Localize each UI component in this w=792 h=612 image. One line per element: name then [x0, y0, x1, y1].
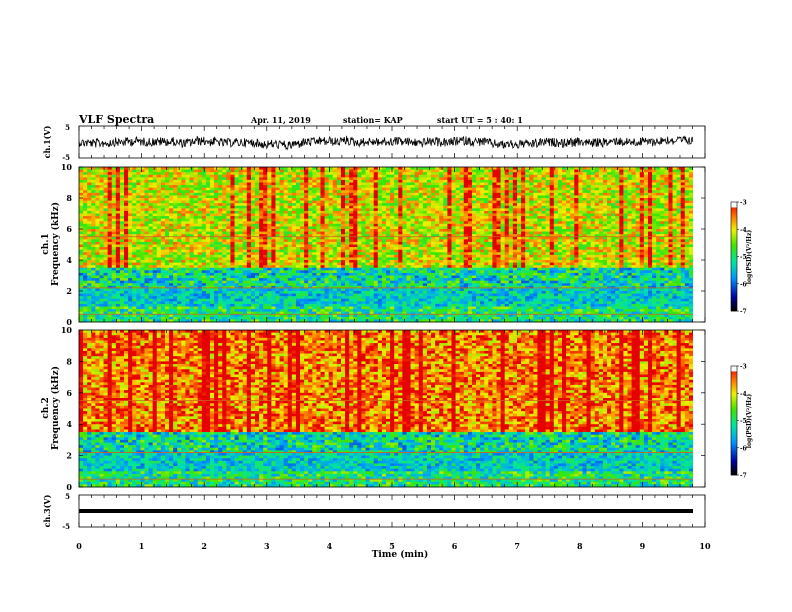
- colorbar-tick-label: -4: [740, 227, 747, 234]
- colorbar-tick-label: -6: [740, 445, 747, 452]
- y-tick-label: 6: [66, 224, 72, 234]
- time-tick-label: 8: [577, 541, 583, 551]
- waveform-ch3-ytick-top: 5: [65, 492, 70, 501]
- waveform-ch1-x-ticks: [78, 126, 706, 158]
- spectrogram-ch2-channel-label: ch.2: [41, 397, 51, 418]
- spectrogram-ch1-image: [79, 167, 705, 323]
- time-axis-tick-labels: 0 1 2 3 4 5 6 7 8 9 10: [76, 541, 711, 551]
- spectrogram-ch1-x-ticks: [78, 167, 706, 322]
- waveform-ch3-ytick-bottom: -5: [62, 522, 70, 531]
- y-tick-label: 2: [66, 286, 72, 296]
- colorbar-tick-label: -3: [740, 200, 747, 207]
- waveform-ch1-panel: 5 -5 ch.1(V): [42, 123, 706, 162]
- y-tick-label: 10: [61, 162, 73, 172]
- colorbar-tick-label: -7: [740, 473, 747, 480]
- spectrogram-ch1-channel-label: ch.1: [41, 233, 51, 254]
- spectrogram-ch2-y-ticks: 0 2 4 6 8 10: [61, 325, 705, 492]
- time-tick-label: 6: [452, 541, 458, 551]
- colorbar-ch2: -3 -4 -5 -6 -7: [730, 364, 747, 480]
- time-tick-label: 1: [139, 541, 145, 551]
- colorbar-ch1: -3 -4 -5 -6 -7: [730, 200, 747, 316]
- colorbar-tick-label: -4: [740, 391, 747, 398]
- y-tick-label: 8: [66, 356, 72, 366]
- y-tick-label: 0: [66, 317, 72, 327]
- spectrogram-ch1-ylabel: Frequency (kHz): [50, 202, 61, 286]
- waveform-ch1-ylabel: ch.1(V): [42, 125, 52, 158]
- spectrogram-ch2-x-ticks: [78, 330, 706, 487]
- y-tick-label: 0: [66, 482, 72, 492]
- waveform-ch3-x-ticks: [78, 495, 706, 527]
- waveform-ch3-line: [79, 509, 693, 513]
- time-tick-label: 5: [389, 541, 395, 551]
- time-tick-label: 4: [327, 541, 333, 551]
- colorbar-tick-label: -5: [740, 418, 747, 425]
- time-tick-label: 7: [514, 541, 520, 551]
- station-label: station= KAP: [343, 115, 403, 125]
- colorbar-tick-label: -6: [740, 281, 747, 288]
- y-tick-label: 4: [66, 255, 72, 265]
- waveform-ch3-ylabel: ch.3(V): [42, 494, 52, 527]
- waveform-ch1-ytick-bottom: -5: [62, 153, 70, 162]
- colorbar-tick-label: -5: [740, 254, 747, 261]
- start-time-label: start UT = 5 : 40: 1: [437, 115, 523, 125]
- spectrogram-ch2-image: [79, 330, 705, 488]
- waveform-ch1-line: [78, 135, 694, 151]
- y-tick-label: 8: [66, 193, 72, 203]
- y-tick-label: 4: [66, 419, 72, 429]
- time-tick-label: 0: [76, 541, 82, 551]
- date-label: Apr. 11, 2019: [250, 115, 311, 125]
- time-tick-label: 10: [699, 541, 711, 551]
- waveform-ch3-panel: 5 -5 ch.3(V) 0 1 2 3 4 5 6 7 8 9 10 Time (min): [42, 492, 711, 560]
- waveform-ch1-ytick-top: 5: [65, 123, 70, 132]
- colorbar-tick-label: -7: [740, 309, 747, 316]
- spectrogram-ch1-y-ticks: 0 2 4 6 8 10: [61, 162, 705, 327]
- colorbar-tick-label: -3: [740, 364, 747, 371]
- time-axis-label: Time (min): [372, 549, 429, 560]
- time-tick-label: 3: [264, 541, 270, 551]
- figure-title: VLF Spectra: [78, 113, 154, 126]
- spectrogram-ch2-ylabel: Frequency (kHz): [50, 366, 61, 450]
- y-tick-label: 2: [66, 451, 72, 461]
- y-tick-label: 6: [66, 388, 72, 398]
- time-tick-label: 9: [640, 541, 646, 551]
- colorbar-ch2-label: log(PSD)(V²/Hz): [746, 394, 753, 449]
- y-tick-label: 10: [61, 325, 73, 335]
- time-tick-label: 2: [201, 541, 207, 551]
- colorbar-ch1-label: log(PSD)(V²/Hz): [746, 230, 753, 285]
